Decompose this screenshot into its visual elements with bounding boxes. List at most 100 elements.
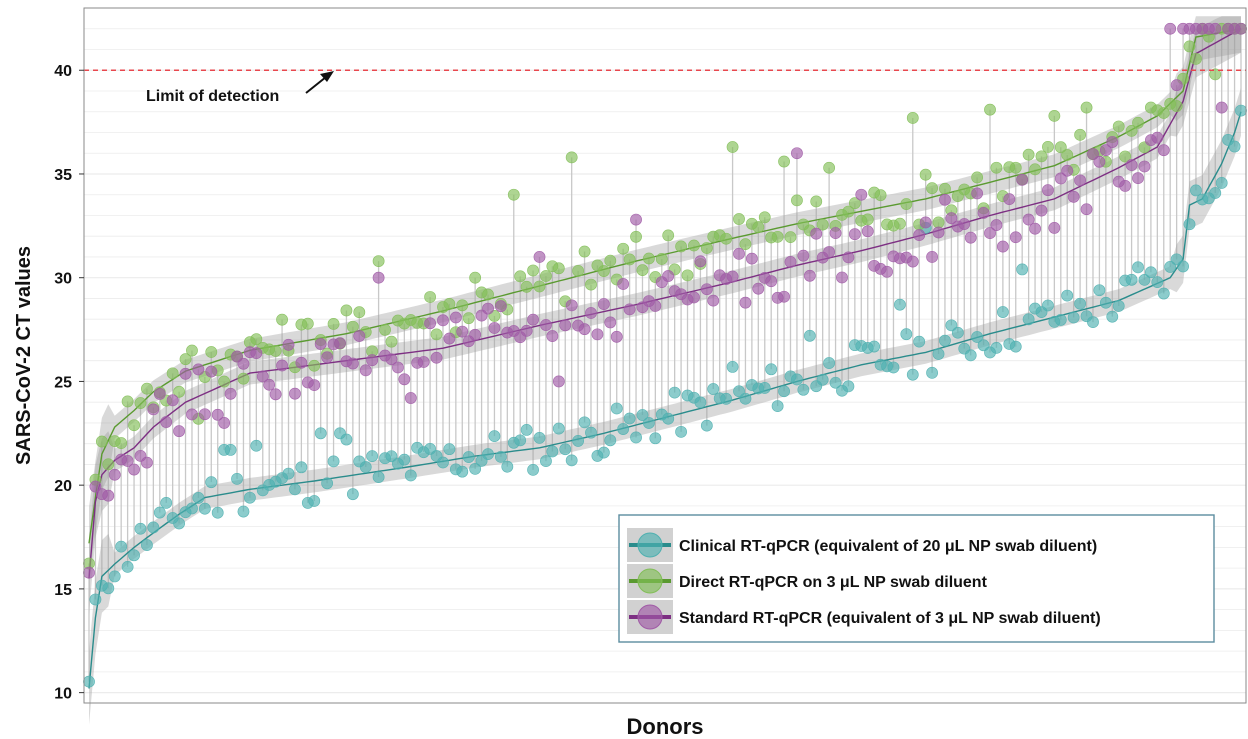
standard-point: [295, 356, 308, 369]
clinical-point: [643, 417, 655, 429]
standard-point: [990, 219, 1003, 231]
standard-point: [346, 357, 359, 370]
direct-point: [597, 265, 610, 277]
direct-point: [1042, 140, 1054, 153]
standard-point: [1170, 79, 1183, 92]
standard-point: [488, 322, 501, 334]
clinical-point: [398, 453, 411, 466]
clinical-point: [456, 465, 469, 478]
direct-point: [353, 306, 366, 319]
direct-point: [1119, 150, 1132, 163]
clinical-point: [321, 477, 334, 490]
clinical-point: [514, 434, 527, 447]
standard-point: [1067, 190, 1080, 203]
direct-point: [1157, 107, 1170, 119]
clinical-point: [488, 430, 501, 443]
standard-point: [1132, 172, 1144, 185]
standard-point: [282, 338, 295, 351]
direct-point: [810, 195, 823, 208]
standard-point: [160, 416, 173, 428]
clinical-point: [385, 450, 398, 463]
clinical-point: [462, 451, 475, 463]
direct-point: [791, 194, 803, 207]
clinical-point: [192, 492, 205, 504]
standard-point: [1035, 204, 1048, 217]
clinical-point: [211, 506, 224, 519]
direct-point: [939, 182, 951, 195]
standard-point: [147, 403, 160, 416]
clinical-point: [224, 443, 237, 456]
y-axis-ticks: 10 15 20 25 30 35 40: [54, 63, 84, 703]
standard-point: [469, 328, 482, 341]
standard-point: [604, 316, 617, 329]
direct-point: [301, 317, 314, 330]
clinical-point: [83, 675, 95, 688]
standard-point: [784, 256, 797, 268]
y-tick-label: 35: [54, 167, 72, 184]
direct-point: [121, 395, 134, 408]
standard-point: [842, 251, 855, 264]
standard-point: [630, 213, 642, 226]
standard-point: [1209, 22, 1222, 35]
direct-point: [276, 313, 288, 326]
direct-point: [655, 253, 668, 265]
clinical-point: [926, 366, 938, 379]
y-axis-label: SARS-CoV-2 CT values: [13, 246, 35, 465]
clinical-point: [771, 400, 784, 413]
direct-point: [308, 359, 321, 372]
clinical-point: [243, 491, 256, 504]
arrow-icon: [305, 76, 327, 94]
limit-of-detection-annotation: Limit of detection: [146, 71, 334, 105]
direct-point: [269, 345, 282, 357]
standard-point: [707, 294, 720, 307]
clinical-point: [636, 409, 649, 421]
clinical-point: [791, 373, 803, 386]
clinical-point: [726, 361, 739, 373]
clinical-point: [437, 456, 449, 469]
direct-point: [462, 312, 475, 325]
clinical-point: [578, 416, 591, 429]
standard-point: [939, 193, 951, 206]
standard-point: [398, 373, 411, 386]
direct-point: [662, 229, 675, 242]
direct-point: [643, 252, 655, 265]
standard-point: [1009, 231, 1022, 244]
direct-point: [1029, 163, 1041, 176]
standard-point: [559, 319, 572, 332]
clinical-point: [1099, 296, 1112, 309]
direct-point: [1054, 141, 1067, 154]
direct-point: [630, 230, 642, 243]
clinical-point: [1177, 260, 1189, 273]
standard-point: [1042, 184, 1054, 197]
standard-point: [565, 299, 578, 312]
direct-point: [688, 239, 700, 252]
standard-point: [726, 270, 739, 283]
direct-point: [752, 221, 765, 234]
direct-point: [456, 299, 469, 312]
clinical-point: [1228, 140, 1241, 153]
clinical-point: [1138, 273, 1151, 286]
standard-point: [662, 270, 675, 282]
clinical-point: [1215, 177, 1228, 189]
standard-point: [308, 379, 321, 391]
direct-point: [385, 335, 398, 348]
standard-point: [1093, 155, 1106, 168]
standard-point: [289, 387, 301, 400]
direct-point: [1112, 120, 1125, 133]
standard-point: [913, 229, 926, 241]
direct-point: [848, 197, 861, 210]
clinical-point: [527, 463, 539, 476]
clinical-point: [1112, 300, 1125, 312]
standard-point: [585, 307, 597, 319]
standard-point: [218, 417, 231, 429]
standard-point: [1125, 159, 1138, 171]
standard-point: [334, 337, 346, 350]
direct-point: [540, 270, 552, 282]
standard-point: [482, 302, 494, 315]
direct-point: [179, 353, 192, 366]
standard-point: [186, 408, 198, 421]
direct-point: [984, 103, 996, 116]
clinical-point: [546, 445, 559, 458]
standard-point: [372, 271, 385, 284]
standard-point: [1029, 222, 1041, 235]
